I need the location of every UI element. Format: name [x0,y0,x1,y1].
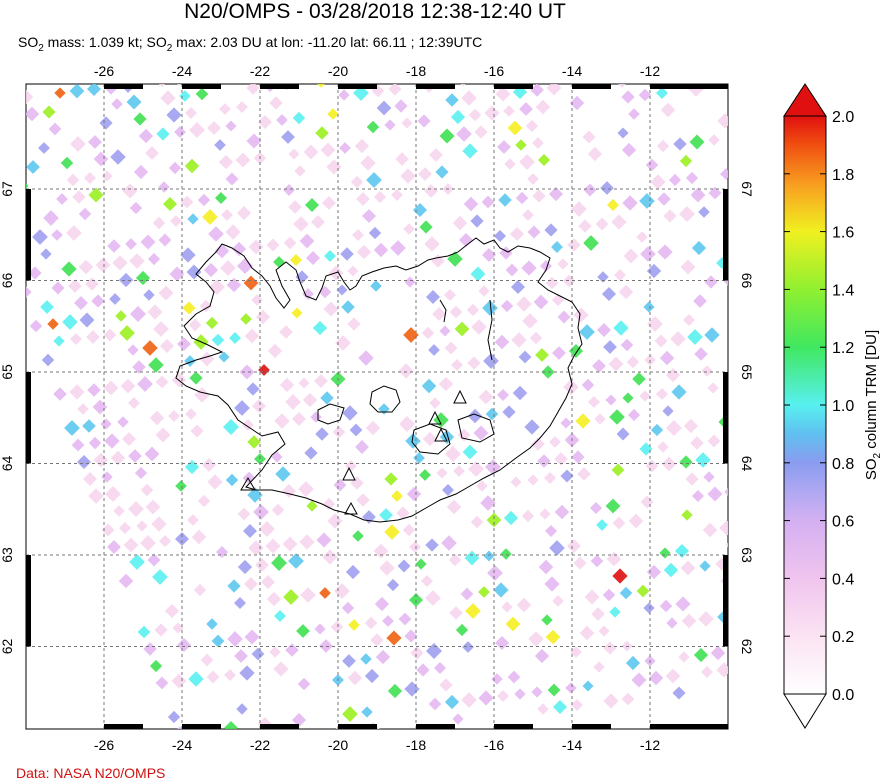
lat-tick-label: 67 [739,181,755,197]
colorbar-gradient [783,115,827,695]
lon-tick-label: -14 [562,63,582,79]
colorbar-tick-label: 1.0 [832,398,854,415]
right-lat-labels: 67 66 65 64 63 62 [739,181,755,654]
lon-tick-label: -18 [406,63,426,79]
lon-tick-label: -16 [484,737,504,753]
bottom-lon-labels: -26 -24 -22 -20 -18 -16 -14 -12 [94,737,660,753]
lat-tick-label: 63 [0,547,15,563]
data-credit: Data: NASA N20/OMPS [16,765,166,781]
colorbar-max-arrow [783,83,827,117]
lon-tick-label: -26 [94,63,114,79]
lat-tick-label: 64 [0,456,15,472]
map-title: N20/OMPS - 03/28/2018 12:38-12:40 UT [184,0,566,23]
iceland-coastline [175,237,583,523]
colorbar-tick-label: 1.4 [832,282,854,299]
top-lon-labels: -26 -24 -22 -20 -18 -16 -14 -12 [94,63,660,79]
triangle-icon [344,501,358,515]
map-subtitle: SO2 mass: 1.039 kt; SO2 max: 2.03 DU at … [18,34,483,54]
lon-tick-label: -22 [250,737,270,753]
colorbar-tick-label: 1.8 [832,167,854,184]
lon-tick-label: -12 [640,737,660,753]
triangle-icon [453,389,467,404]
colorbar-tick-label: 0.6 [832,514,854,531]
colorbar-tick-label: 0.0 [832,687,854,704]
lat-tick-label: 65 [0,364,15,380]
lon-tick-label: -14 [562,737,582,753]
lat-tick-label: 62 [739,639,755,655]
lon-tick-label: -22 [250,63,270,79]
lat-tick-label: 64 [739,456,755,472]
colorbar-tick-label: 1.6 [832,225,854,242]
colorbar-tick-label: 2.0 [832,109,854,126]
colorbar: 2.0 1.8 1.6 1.4 1.2 1.0 0.8 0.6 0.4 0.2 0.0 SO2 co… [783,83,883,729]
lon-tick-label: -12 [640,63,660,79]
lon-tick-label: -24 [172,737,192,753]
lon-tick-label: -18 [406,737,426,753]
lat-tick-label: 65 [739,364,755,380]
triangle-icon [342,466,356,481]
colorbar-tick-label: 0.2 [832,629,854,646]
lon-tick-label: -24 [172,63,192,79]
volcano-markers [240,389,467,515]
colorbar-title: SO2 column TRM [DU] [863,330,883,480]
so2-pixels [26,84,728,729]
triangle-icon [434,427,448,442]
lat-tick-label: 66 [739,273,755,289]
triangle-icon [428,410,442,425]
lon-tick-label: -26 [94,737,114,753]
colorbar-tick-label: 1.2 [832,340,854,357]
triangle-icon [240,477,256,491]
left-lat-labels: 67 66 65 64 63 62 [0,181,15,654]
lat-tick-label: 63 [739,547,755,563]
lon-tick-label: -16 [484,63,504,79]
lon-tick-label: -20 [328,737,348,753]
colorbar-ticks: 2.0 1.8 1.6 1.4 1.2 1.0 0.8 0.6 0.4 0.2 0.0 [784,109,854,704]
map-frame-bars [26,84,728,729]
graticule [26,84,728,729]
colorbar-tick-label: 0.8 [832,456,854,473]
lat-tick-label: 66 [0,273,15,289]
colorbar-tick-label: 0.4 [832,571,854,588]
lat-tick-label: 67 [0,181,15,197]
lon-tick-label: -20 [328,63,348,79]
lat-tick-label: 62 [0,639,15,655]
colorbar-min-arrow [783,693,827,729]
